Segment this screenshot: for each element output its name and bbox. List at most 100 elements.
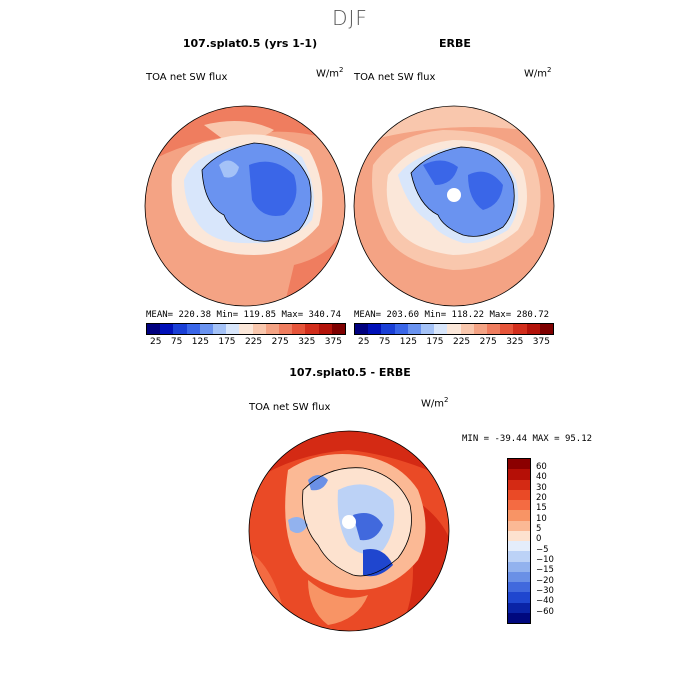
obs-units-label: W/m2 <box>524 66 551 79</box>
obs-colorbar-tick-label: 25 <box>358 337 370 347</box>
difference-colorbar-swatch <box>508 489 530 500</box>
obs-colorbar-swatch <box>460 324 474 334</box>
obs-variable-label: TOA net SW flux <box>354 72 436 83</box>
difference-colorbar-swatch <box>508 592 530 603</box>
obs-colorbar-swatch <box>473 324 488 334</box>
obs-colorbar-tick-label: 375 <box>532 337 550 347</box>
model-panel-title: 107.splat0.5 (yrs 1-1) <box>182 37 318 50</box>
model-units-text: W/m <box>316 68 339 80</box>
obs-colorbar-swatch <box>381 324 395 334</box>
obs-units-exponent: 2 <box>547 66 552 74</box>
obs-colorbar-swatch <box>355 324 369 334</box>
model-colorbar-swatch <box>199 324 214 334</box>
difference-colorbar-swatch <box>508 479 530 490</box>
model-colorbar-swatch <box>305 324 319 334</box>
obs-colorbar-swatch <box>447 324 461 334</box>
obs-colorbar-tick-label: 225 <box>452 337 471 347</box>
model-colorbar-ticks: 25 75 125 175 225 275 325 375 <box>150 337 342 347</box>
difference-units-text: W/m <box>421 398 444 410</box>
obs-colorbar-swatch <box>487 324 501 334</box>
difference-colorbar-swatch <box>508 520 530 531</box>
difference-colorbar-tick-label: 60 <box>536 462 547 472</box>
season-title: DJF <box>332 6 368 30</box>
difference-colorbar-tick-label: 10 <box>536 513 547 524</box>
obs-colorbar-swatch <box>539 324 554 334</box>
model-colorbar-tick-label: 125 <box>191 337 209 347</box>
difference-colorbar-tick-label: 30 <box>536 482 547 493</box>
difference-colorbar-swatch <box>508 561 530 572</box>
model-colorbar-tick-label: 75 <box>170 337 183 347</box>
model-colorbar-swatch <box>265 324 280 334</box>
difference-variable-label: TOA net SW flux <box>249 402 331 413</box>
obs-colorbar-swatch <box>368 324 382 334</box>
difference-colorbar-swatch <box>508 541 530 552</box>
model-colorbar-swatch <box>292 324 306 334</box>
model-colorbar-swatch <box>331 324 346 334</box>
model-colorbar-swatch <box>213 324 227 334</box>
difference-colorbar-tick-label: −60 <box>536 606 554 617</box>
obs-polar-map <box>353 105 555 307</box>
model-colorbar-tick-label: 275 <box>271 337 289 347</box>
model-colorbar-swatch <box>173 324 187 334</box>
difference-panel-title: 107.splat0.5 - ERBE <box>289 366 411 379</box>
difference-colorbar-swatch <box>508 469 530 480</box>
model-colorbar-tick-label: 375 <box>324 337 342 347</box>
model-units-label: W/m2 <box>316 66 343 79</box>
difference-colorbar-tick-label: −20 <box>536 575 554 586</box>
obs-colorbar-swatch <box>394 324 408 334</box>
difference-colorbar-swatch <box>508 530 530 541</box>
model-colorbar-swatch <box>160 324 174 334</box>
model-colorbar-swatch <box>279 324 293 334</box>
model-colorbar-swatch <box>252 324 266 334</box>
obs-stats: MEAN= 203.60 Min= 118.22 Max= 280.72 <box>354 310 550 320</box>
model-colorbar-swatch <box>239 324 253 334</box>
difference-colorbar-swatch <box>508 551 530 562</box>
difference-units-label: W/m2 <box>421 396 448 409</box>
obs-colorbar-swatch <box>500 324 514 334</box>
obs-colorbar <box>354 323 554 335</box>
model-colorbar-tick-label: 175 <box>218 337 236 347</box>
difference-colorbar-swatch <box>508 510 530 521</box>
obs-colorbar-swatch <box>407 324 422 334</box>
difference-colorbar <box>507 458 531 624</box>
obs-panel-title: ERBE <box>439 37 471 50</box>
difference-colorbar-tick-label: 15 <box>536 503 547 514</box>
difference-colorbar-tick-label: −5 <box>536 544 549 555</box>
model-colorbar <box>146 323 346 335</box>
obs-colorbar-tick-label: 75 <box>378 337 391 347</box>
model-colorbar-tick-label: 325 <box>298 337 316 347</box>
difference-colorbar-swatch <box>508 500 530 511</box>
difference-colorbar-swatch <box>508 602 530 613</box>
obs-units-text: W/m <box>524 68 547 80</box>
model-colorbar-swatch <box>318 324 332 334</box>
difference-colorbar-tick-label: 20 <box>536 493 547 504</box>
difference-colorbar-tick-label: −10 <box>536 555 554 566</box>
model-units-exponent: 2 <box>339 66 344 74</box>
model-colorbar-swatch <box>226 324 240 334</box>
model-stats: MEAN= 220.38 Min= 119.85 Max= 340.74 <box>146 310 342 320</box>
obs-colorbar-swatch <box>434 324 448 334</box>
obs-colorbar-tick-label: 175 <box>426 337 444 347</box>
difference-colorbar-tick-label: 5 <box>536 524 542 535</box>
model-colorbar-swatch <box>147 324 161 334</box>
difference-polar-map <box>248 430 450 632</box>
difference-colorbar-ticks: 60 40 30 20 15 10 5 0 −5 −10 −15 −20 −30 −40 −60 <box>536 463 566 617</box>
difference-colorbar-tick-label: 40 <box>536 472 547 483</box>
model-colorbar-swatch <box>186 324 200 334</box>
difference-minmax: MIN = -39.44 MAX = 95.12 <box>462 434 593 444</box>
model-polar-map <box>144 105 346 307</box>
obs-colorbar-tick-label: 325 <box>506 337 524 347</box>
obs-colorbar-tick-label: 125 <box>399 337 417 347</box>
model-variable-label: TOA net SW flux <box>146 72 228 83</box>
obs-colorbar-swatch <box>513 324 527 334</box>
difference-colorbar-swatch <box>508 459 530 470</box>
obs-colorbar-swatch <box>526 324 540 334</box>
obs-colorbar-ticks: 25 75 125 175 225 275 325 375 <box>358 337 550 347</box>
difference-colorbar-swatch <box>508 571 530 582</box>
model-colorbar-tick-label: 225 <box>244 337 263 347</box>
difference-colorbar-swatch <box>508 582 530 593</box>
difference-colorbar-tick-label: −30 <box>536 586 554 597</box>
difference-colorbar-tick-label: 0 <box>536 534 542 545</box>
model-colorbar-tick-label: 25 <box>150 337 162 347</box>
difference-units-exponent: 2 <box>444 396 449 404</box>
